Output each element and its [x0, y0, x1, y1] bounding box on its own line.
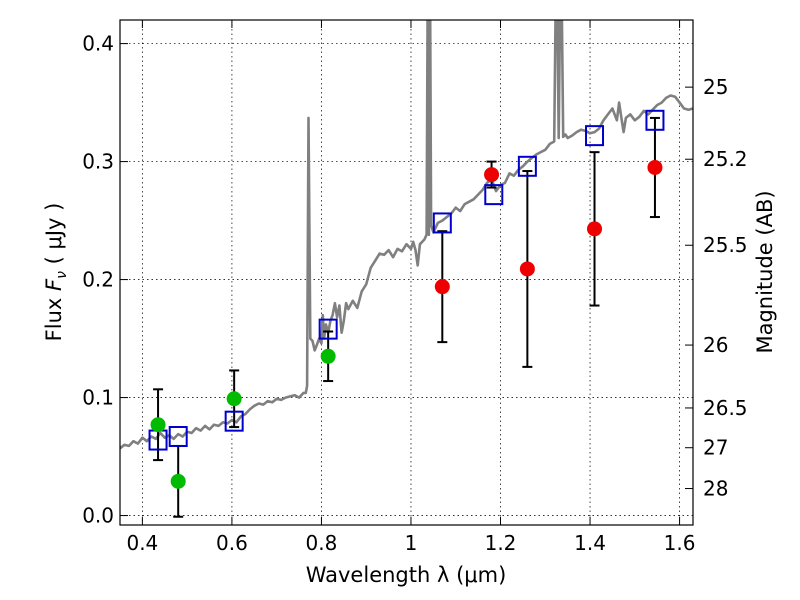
observed-point-marker — [170, 473, 186, 489]
y-axis-title: Flux Fν ( μJy ) — [42, 203, 70, 342]
y-tick-label: 0.1 — [82, 386, 114, 410]
axis-ticks — [120, 20, 693, 525]
magnitude-tick-label: 28 — [703, 477, 728, 501]
y-tick-label: 0.3 — [82, 150, 114, 174]
y-tick-label: 0.0 — [82, 504, 114, 528]
x-tick-label: 1 — [405, 531, 418, 555]
model-square-marker — [224, 410, 244, 432]
model-square-marker — [318, 318, 338, 340]
observed-point-marker — [226, 391, 242, 407]
y-axis-title-subscript: ν — [54, 271, 70, 279]
y-axis-title-prefix: Flux — [42, 291, 66, 341]
magnitude-tick-label: 27 — [703, 436, 728, 460]
x-tick-label: 1.2 — [485, 531, 517, 555]
x-tick-label: 0.6 — [216, 531, 248, 555]
magnitude-tick-label: 25.2 — [703, 147, 748, 171]
model-square-marker — [168, 426, 188, 448]
model-square-marker — [432, 212, 452, 234]
magnitude-tick-label: 26 — [703, 333, 728, 357]
x-tick-label: 1.4 — [574, 531, 606, 555]
model-square-marker — [585, 125, 605, 147]
observed-point-marker — [434, 279, 450, 295]
axis-tick-labels: 0.4 0.6 0.8 1 1.2 1.4 1.6 0.0 0.1 0.2 0.3 0.4 25 25.2… — [82, 32, 747, 555]
plot-frame — [119, 19, 694, 526]
y-tick-label: 0.2 — [82, 268, 114, 292]
observed-point-marker — [484, 167, 500, 183]
x-axis-title: Wavelength λ (μm) — [306, 563, 507, 587]
y-axis-title-symbol: F — [42, 278, 66, 291]
grid-lines — [120, 20, 693, 525]
observed-point-marker — [150, 417, 166, 433]
y-axis-title-suffix: ( μJy ) — [42, 203, 66, 271]
model-square-marker — [645, 109, 665, 131]
magnitude-tick-label: 25 — [703, 75, 728, 99]
model-square-marker — [517, 155, 537, 177]
model-square-marker — [484, 184, 504, 206]
observed-point-marker — [587, 221, 603, 237]
observed-point-marker — [320, 348, 336, 364]
magnitude-tick-label: 25.5 — [703, 233, 748, 257]
magnitude-tick-label: 26.5 — [703, 396, 748, 420]
x-tick-label: 0.4 — [126, 531, 158, 555]
y2-axis-title: Magnitude (AB) — [753, 190, 777, 353]
x-tick-label: 1.6 — [664, 531, 696, 555]
observed-point-marker — [647, 159, 663, 175]
data-markers — [148, 109, 665, 489]
y-tick-label: 0.4 — [82, 32, 114, 56]
observed-point-marker — [519, 261, 535, 277]
x-tick-label: 0.8 — [306, 531, 338, 555]
